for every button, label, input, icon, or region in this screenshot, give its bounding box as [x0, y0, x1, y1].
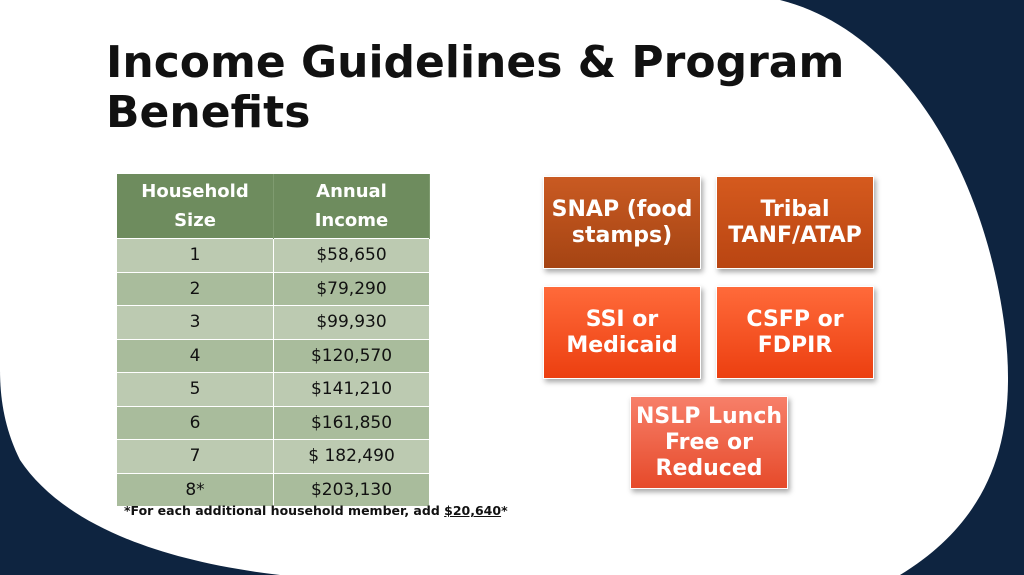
annual-income-cell: $99,930: [273, 305, 430, 339]
program-box-nslp: NSLP Lunch Free or Reduced: [630, 396, 788, 489]
table-row: 3 $99,930: [117, 305, 430, 339]
program-box-snap: SNAP (food stamps): [543, 176, 701, 269]
footnote: *For each additional household member, a…: [124, 503, 508, 518]
annual-income-cell: $58,650: [273, 238, 430, 272]
table-row: 6 $161,850: [117, 405, 430, 440]
table-row: 5 $141,210: [117, 372, 430, 406]
header-annual-income: Annual Income: [273, 174, 430, 239]
header-household-size: Household Size: [117, 174, 274, 239]
household-size-cell: 5: [117, 372, 274, 406]
household-size-cell: 8*: [117, 472, 274, 506]
footnote-suffix: *: [501, 503, 508, 518]
household-size-cell: 6: [117, 405, 274, 440]
annual-income-cell: $ 182,490: [273, 439, 430, 473]
footnote-prefix: *For each additional household member, a…: [124, 503, 445, 518]
table-row: 8* $203,130: [117, 472, 430, 506]
table-row: 4 $120,570: [117, 338, 430, 373]
program-box-csfp-fdpir: CSFP or FDPIR: [716, 286, 874, 379]
annual-income-cell: $141,210: [273, 372, 430, 406]
household-size-cell: 3: [117, 305, 274, 339]
household-size-cell: 2: [117, 271, 274, 306]
program-box-tribal-tanf: Tribal TANF/ATAP: [716, 176, 874, 269]
footnote-amount: $20,640: [444, 503, 502, 518]
table-row: 7 $ 182,490: [117, 439, 430, 473]
table-row: 1 $58,650: [117, 238, 430, 272]
household-size-cell: 4: [117, 338, 274, 373]
income-guidelines-table: Household Size Annual Income 1 $58,650 2…: [117, 174, 430, 506]
program-box-ssi-medicaid: SSI or Medicaid: [543, 286, 701, 379]
table-header-row: Household Size Annual Income: [117, 174, 430, 239]
annual-income-cell: $79,290: [273, 271, 430, 306]
annual-income-cell: $161,850: [273, 405, 430, 440]
table-row: 2 $79,290: [117, 271, 430, 306]
household-size-cell: 7: [117, 439, 274, 473]
annual-income-cell: $120,570: [273, 338, 430, 373]
slide-title: Income Guidelines & Program Benefits: [106, 37, 845, 138]
household-size-cell: 1: [117, 238, 274, 272]
annual-income-cell: $203,130: [273, 472, 430, 506]
